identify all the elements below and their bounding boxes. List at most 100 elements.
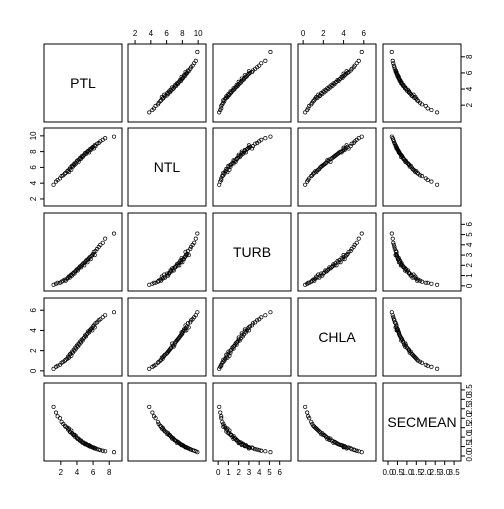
diagonal-label-chla: CHLA: [318, 329, 356, 345]
point-ptl-vs-ntl: [148, 111, 151, 114]
point-secmean-vs-ptl: [52, 405, 55, 408]
tick-label-top-ntl: 4: [149, 29, 154, 38]
point-chla-vs-ntl: [148, 367, 151, 370]
tick-label-right-turb: 6: [465, 222, 474, 227]
point-chla-vs-turb: [257, 318, 260, 321]
point-ptl-vs-secmean: [390, 50, 393, 53]
tick-label-right-ptl: 4: [465, 86, 474, 91]
point-ptl-vs-turb: [264, 59, 267, 62]
point-ntl-vs-turb: [253, 142, 256, 145]
tick-label-bottom-turb: 1: [226, 468, 231, 477]
point-turb-vs-secmean: [392, 241, 395, 244]
tick-label-left-ntl: 2: [29, 196, 38, 201]
tick-label-left-ntl: 4: [29, 180, 38, 185]
point-secmean-vs-turb: [269, 451, 272, 454]
panel-chla-vs-ntl: [128, 298, 206, 376]
tick-label-bottom-turb: 6: [277, 468, 282, 477]
point-chla-vs-turb: [260, 316, 263, 319]
point-chla-vs-secmean: [435, 367, 438, 370]
point-ntl-vs-chla: [303, 183, 306, 186]
diagonal-label-turb: TURB: [233, 244, 271, 260]
panel-secmean-vs-ptl: [44, 383, 122, 461]
tick-label-bottom-turb: 0: [216, 468, 221, 477]
tick-label-top-chla: 4: [341, 29, 346, 38]
tick-label-bottom-turb: 2: [236, 468, 241, 477]
point-turb-vs-chla: [352, 245, 355, 248]
point-turb-vs-secmean: [430, 282, 433, 285]
tick-label-left-ntl: 8: [29, 149, 38, 154]
point-chla-vs-secmean: [390, 311, 393, 314]
point-ptl-vs-secmean: [430, 108, 433, 111]
point-turb-vs-ptl: [101, 241, 104, 244]
point-turb-vs-ntl: [194, 237, 197, 240]
point-secmean-vs-ntl: [163, 429, 166, 432]
tick-label-right-ptl: 2: [465, 102, 474, 107]
point-turb-vs-chla: [353, 243, 356, 246]
panel-ntl-vs-chla: [298, 128, 376, 206]
point-secmean-vs-ptl: [54, 411, 57, 414]
tick-label-left-chla: 2: [29, 348, 38, 353]
tick-label-left-chla: 6: [29, 307, 38, 312]
tick-label-right-turb: 5: [465, 232, 474, 237]
point-secmean-vs-chla: [360, 451, 363, 454]
point-turb-vs-ntl: [196, 232, 199, 235]
point-secmean-vs-ptl: [58, 417, 61, 420]
point-secmean-vs-turb: [260, 449, 263, 452]
point-ptl-vs-chla: [360, 50, 363, 53]
point-ntl-vs-secmean: [430, 180, 433, 183]
diagonal-label-ntl: NTL: [154, 159, 181, 175]
point-turb-vs-ptl: [112, 232, 115, 235]
tick-label-top-ntl: 8: [180, 29, 185, 38]
point-ntl-vs-ptl: [52, 183, 55, 186]
panel-ptl-vs-ntl: [128, 44, 206, 122]
point-turb-vs-chla: [360, 232, 363, 235]
tick-label-right-turb: 2: [465, 263, 474, 268]
point-chla-vs-secmean: [430, 365, 433, 368]
point-turb-vs-chla: [355, 241, 358, 244]
point-chla-vs-turb: [264, 314, 267, 317]
point-secmean-vs-ntl: [151, 411, 154, 414]
tick-label-bottom-turb: 3: [247, 468, 252, 477]
point-turb-vs-secmean: [391, 237, 394, 240]
point-ntl-vs-turb: [269, 135, 272, 138]
point-secmean-vs-ntl: [148, 405, 151, 408]
diagonal-label-ptl: PTL: [70, 75, 96, 91]
point-turb-vs-ntl: [189, 247, 192, 250]
tick-label-bottom-turb: 4: [257, 468, 262, 477]
tick-label-left-ntl: 10: [29, 131, 38, 140]
tick-label-top-chla: 6: [362, 29, 367, 38]
tick-label-left-chla: 0: [29, 368, 38, 373]
point-chla-vs-turb: [253, 321, 256, 324]
point-turb-vs-secmean: [390, 232, 393, 235]
point-turb-vs-secmean: [435, 283, 438, 286]
point-chla-vs-ptl: [103, 314, 106, 317]
tick-label-top-chla: 0: [301, 29, 306, 38]
panel-ptl-vs-secmean: [383, 44, 461, 122]
point-chla-vs-turb: [255, 319, 258, 322]
point-secmean-vs-turb: [219, 411, 222, 414]
tick-label-right-turb: 0: [465, 283, 474, 288]
tick-label-top-ntl: 2: [133, 29, 138, 38]
point-secmean-vs-chla: [303, 405, 306, 408]
panel-ntl-vs-turb: [213, 128, 291, 206]
point-ptl-vs-secmean: [424, 104, 427, 107]
tick-label-bottom-secmean: 3.5: [449, 468, 461, 477]
diagonal-label-secmean: SECMEAN: [387, 414, 456, 430]
point-chla-vs-ntl: [196, 311, 199, 314]
panel-chla-vs-turb: [213, 298, 291, 376]
point-chla-vs-turb: [269, 311, 272, 314]
point-ntl-vs-chla: [360, 135, 363, 138]
point-ntl-vs-chla: [317, 168, 320, 171]
tick-label-right-ptl: 6: [465, 70, 474, 75]
point-turb-vs-ptl: [103, 237, 106, 240]
tick-label-top-chla: 2: [321, 29, 326, 38]
point-turb-vs-chla: [350, 247, 353, 250]
point-ntl-vs-ptl: [112, 135, 115, 138]
point-ptl-vs-turb: [269, 50, 272, 53]
point-ntl-vs-secmean: [435, 183, 438, 186]
tick-label-bottom-ptl: 2: [59, 468, 64, 477]
tick-label-right-turb: 1: [465, 273, 474, 278]
point-ptl-vs-ntl: [196, 50, 199, 53]
